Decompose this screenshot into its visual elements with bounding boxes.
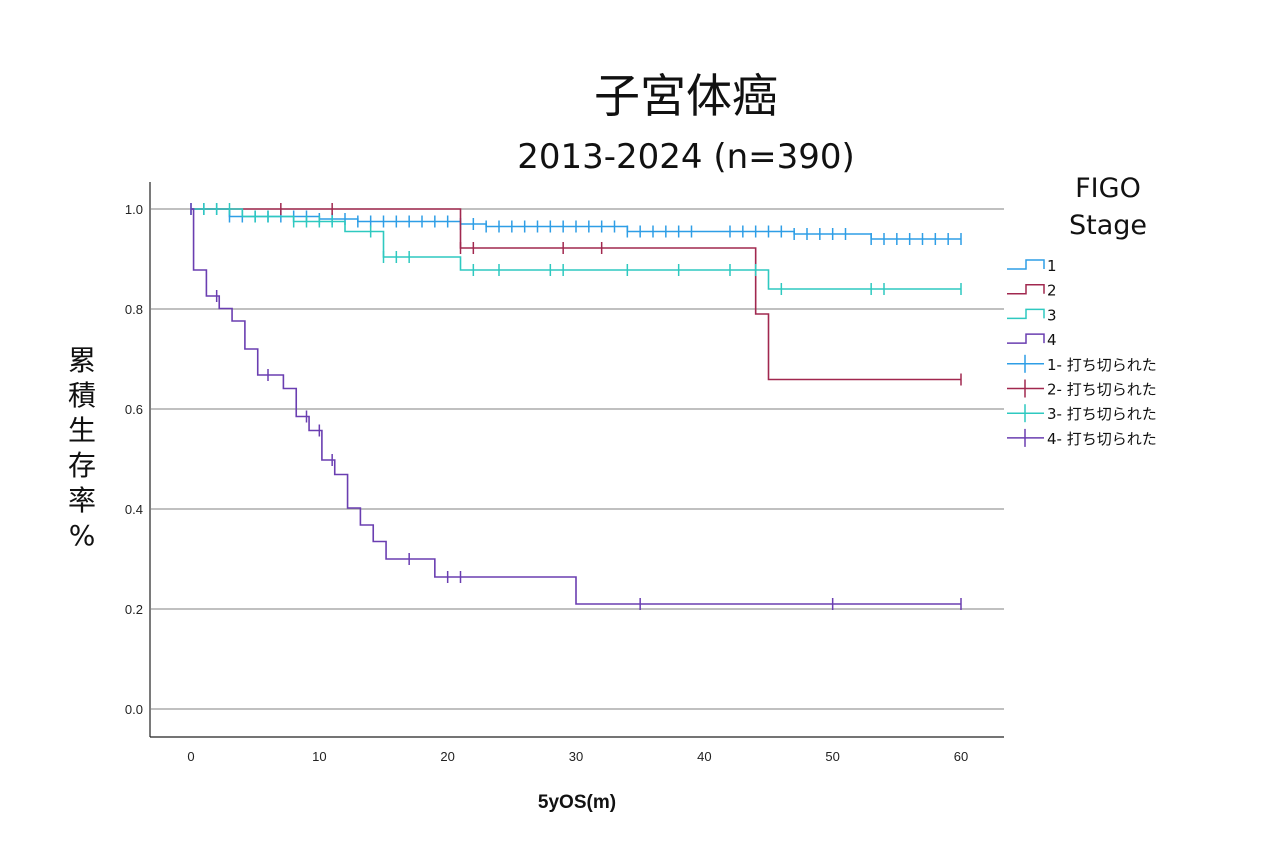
series-3 [191, 203, 962, 295]
legend-swatch [1007, 308, 1045, 320]
y-tick-label: 0.2 [125, 602, 143, 617]
y-axis-label: 累積生存率% [68, 344, 96, 552]
y-tick-label: 0.4 [125, 502, 143, 517]
x-tick-label: 30 [569, 749, 583, 764]
survival-curves [190, 203, 962, 610]
legend-label: 2- 打ち切られた [1047, 381, 1157, 399]
axes [149, 182, 1004, 738]
series-4 [190, 203, 962, 610]
legend-item: 2- 打ち切られた [1007, 379, 1157, 399]
x-tick-label: 0 [187, 749, 194, 764]
x-tick-label: 20 [440, 749, 454, 764]
legend-item: 4 [1007, 331, 1057, 349]
legend-label: 2 [1047, 282, 1057, 300]
x-tick-labels: 0 10 20 30 40 50 60 [187, 749, 968, 764]
y-tick-label: 0.6 [125, 402, 143, 417]
survival-curve-4 [191, 208, 961, 605]
legend-item: 1 [1007, 257, 1057, 275]
x-tick-label: 40 [697, 749, 711, 764]
y-tick-labels: 0.0 0.2 0.4 0.6 0.8 1.0 [125, 202, 143, 717]
legend-label: 1 [1047, 257, 1057, 275]
legend-label: 1- 打ち切られた [1047, 356, 1157, 374]
chart-subtitle: 2013-2024 (n=390) [517, 137, 855, 177]
legend-title: FIGO Stage [1069, 173, 1147, 241]
legend-swatch [1007, 333, 1045, 344]
y-tick-label: 1.0 [125, 202, 143, 217]
x-tick-label: 60 [954, 749, 968, 764]
x-axis-label: 5yOS(m) [538, 792, 616, 813]
chart-title: 子宮体癌 [594, 69, 778, 123]
legend-item: 2 [1007, 282, 1057, 300]
legend-item: 4- 打ち切られた [1007, 428, 1157, 448]
legend-label: 3- 打ち切られた [1047, 405, 1157, 423]
survival-curve-3 [191, 208, 961, 290]
legend-item: 1- 打ち切られた [1007, 354, 1157, 374]
gridlines [151, 208, 1004, 710]
x-tick-label: 10 [312, 749, 326, 764]
legend-swatch [1007, 283, 1045, 295]
x-tick-label: 50 [825, 749, 839, 764]
legend-label: 4 [1047, 331, 1057, 349]
legend-item: 3- 打ち切られた [1007, 404, 1157, 423]
legend-swatch [1007, 259, 1045, 270]
legend-label: 4- 打ち切られた [1047, 430, 1157, 448]
legend-item: 3 [1007, 306, 1057, 324]
legend: FIGO Stage 1 2 3 4 1- 打ち切られた 2- 打ち切られた 3- 打ち切られ… [1007, 173, 1157, 448]
legend-label: 3 [1047, 306, 1057, 324]
y-tick-label: 0.0 [125, 702, 143, 717]
series-2 [191, 203, 962, 386]
y-tick-label: 0.8 [125, 302, 143, 317]
survival-curve-2 [191, 208, 961, 381]
